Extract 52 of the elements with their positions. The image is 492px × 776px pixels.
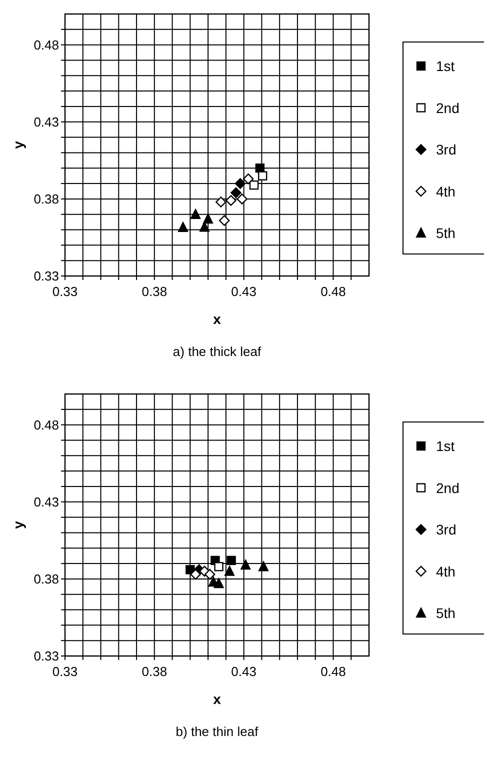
point — [234, 178, 246, 189]
x-tick-label: 0.43 — [231, 664, 256, 679]
x-tick-label: 0.33 — [52, 664, 78, 679]
point — [214, 578, 224, 588]
point — [258, 561, 268, 572]
point — [236, 194, 248, 204]
legend-label: 2nd — [436, 100, 460, 116]
text: b) the thin leaf — [176, 724, 259, 739]
y-axis-title: y — [10, 520, 26, 529]
legend-label: 2nd — [436, 480, 460, 496]
x-axis-title: x — [213, 311, 222, 327]
point — [186, 565, 195, 574]
y-tick-label: 0.38 — [34, 191, 59, 206]
text: a) the thick leaf — [172, 344, 262, 359]
legend-label: 4th — [436, 183, 456, 200]
y-tick-label: 0.48 — [34, 37, 59, 52]
y-tick-label: 0.33 — [34, 648, 59, 664]
legend-label: 4th — [436, 563, 456, 580]
point — [226, 556, 236, 566]
x-tick-label: 0.38 — [142, 284, 168, 299]
point — [218, 215, 230, 226]
point — [258, 171, 268, 180]
point — [230, 187, 242, 198]
legend-label: 5th — [436, 225, 456, 241]
legend-label: 5th — [436, 605, 456, 621]
point — [224, 566, 235, 576]
point — [249, 180, 259, 190]
legend-label: 3rd — [436, 522, 456, 538]
point — [190, 208, 201, 219]
legend-label: 1st — [436, 58, 455, 74]
x-tick-label: 0.43 — [231, 284, 256, 299]
point — [216, 196, 226, 208]
legend-label: 3rd — [436, 142, 456, 158]
y-tick-label: 0.48 — [34, 417, 59, 432]
y-axis-title: y — [10, 140, 26, 149]
x-tick-label: 0.38 — [142, 664, 168, 679]
x-axis-title: x — [213, 691, 222, 707]
legend-label: 1st — [436, 438, 455, 454]
point — [214, 562, 224, 572]
y-tick-label: 0.38 — [34, 571, 59, 586]
point — [240, 560, 251, 570]
y-tick-label: 0.43 — [34, 494, 59, 510]
point — [203, 214, 214, 224]
point — [204, 568, 216, 580]
y-tick-label: 0.33 — [34, 268, 59, 284]
y-tick-label: 0.43 — [34, 114, 59, 130]
x-tick-label: 0.48 — [320, 284, 346, 299]
point — [242, 174, 254, 184]
x-tick-label: 0.33 — [52, 284, 78, 299]
x-tick-label: 0.48 — [320, 664, 346, 679]
point — [178, 222, 188, 232]
point — [226, 195, 236, 206]
